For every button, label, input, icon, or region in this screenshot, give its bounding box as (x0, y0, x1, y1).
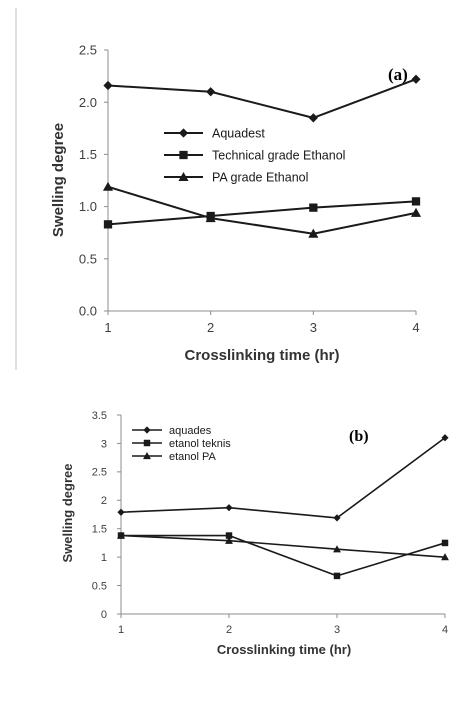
legend-entry: Technical grade Ethanol (164, 149, 345, 163)
series-line (121, 534, 446, 577)
data-point (411, 197, 421, 206)
series-square (103, 197, 421, 229)
y-tick-label: 0.0 (79, 304, 97, 319)
y-tick-label: 2.0 (79, 95, 97, 110)
y-tick-label: 1.5 (79, 147, 97, 162)
x-tick-label: 2 (226, 624, 232, 636)
legend-marker (178, 128, 189, 138)
data-point (225, 536, 233, 544)
series-line (120, 534, 446, 558)
data-point (102, 181, 114, 191)
data-point (333, 514, 341, 522)
data-point (441, 434, 449, 442)
y-tick-label: 2.5 (92, 467, 107, 479)
x-tick-label: 3 (310, 320, 317, 335)
legend-entry: aquades (132, 425, 212, 437)
legend-entry: Aquadest (164, 127, 265, 141)
x-tick-label: 1 (104, 320, 111, 335)
data-point (308, 228, 319, 238)
data-point (206, 87, 216, 97)
data-point (410, 207, 422, 217)
data-point (308, 113, 318, 123)
y-tick-label: 2 (101, 495, 107, 507)
x-tick-label: 3 (334, 624, 340, 636)
y-tick-label: 0 (101, 609, 107, 621)
panel-label: (a) (388, 65, 408, 84)
chart-b: 0 0.5 1 1.5 2 2.5 3 3.5 1 2 3 4 Crosslinking time (h… (60, 410, 449, 657)
series-square (117, 532, 449, 580)
data-point (103, 220, 113, 229)
legend-marker (178, 171, 189, 182)
y-tick-label: 1.0 (79, 199, 97, 214)
panel-label: (b) (349, 428, 369, 445)
legend-label: PA grade Ethanol (212, 171, 308, 185)
data-point (225, 504, 233, 512)
data-point (411, 74, 421, 84)
y-axis-title: Swelling degree (60, 464, 75, 563)
x-axis-title: Crosslinking time (hr) (184, 347, 339, 364)
series-line (107, 185, 417, 235)
x-tick-label: 2 (207, 320, 214, 335)
legend-label: etanol teknis (169, 438, 231, 450)
chart-a: 0.0 0.5 1.0 1.5 2.0 2.5 1 2 3 4 Crosslinking time … (50, 43, 422, 364)
series-triangle (102, 181, 422, 238)
legend-label: Aquadest (212, 127, 265, 141)
y-tick-label: 2.5 (79, 43, 97, 58)
series-line (107, 78, 417, 119)
legend-entry: PA grade Ethanol (164, 171, 308, 185)
data-point (205, 213, 216, 223)
legend-marker (179, 150, 188, 160)
series-diamond (103, 74, 421, 123)
x-tick-label: 4 (412, 320, 419, 335)
series-line (120, 437, 446, 519)
data-point (441, 553, 449, 561)
legend-marker (143, 426, 151, 434)
data-point (117, 508, 125, 516)
legend-label: aquades (169, 425, 212, 437)
data-point (309, 203, 318, 212)
x-tick-label: 4 (442, 624, 448, 636)
y-tick-label: 0.5 (79, 251, 97, 266)
legend-entry: etanol teknis (132, 438, 231, 450)
y-tick-label: 0.5 (92, 580, 107, 592)
y-tick-label: 3.5 (92, 410, 107, 422)
series-line (107, 200, 417, 226)
legend-marker (143, 452, 151, 460)
y-axis-title: Swelling degree (50, 123, 67, 237)
data-point (441, 539, 449, 547)
x-tick-label: 1 (118, 624, 124, 636)
legend-label: Technical grade Ethanol (212, 149, 345, 163)
legend-label: etanol PA (169, 451, 217, 463)
data-point (333, 572, 341, 580)
legend-marker (143, 439, 151, 447)
data-point (225, 532, 233, 539)
data-point (117, 531, 125, 539)
y-tick-label: 1.5 (92, 524, 107, 536)
data-point (333, 545, 341, 553)
legend-entry: etanol PA (132, 451, 217, 463)
series-diamond (117, 434, 449, 522)
series-triangle (117, 531, 449, 561)
x-axis-title: Crosslinking time (hr) (217, 642, 351, 657)
y-tick-label: 3 (101, 438, 107, 450)
y-tick-label: 1 (101, 552, 107, 564)
data-point (103, 80, 113, 91)
